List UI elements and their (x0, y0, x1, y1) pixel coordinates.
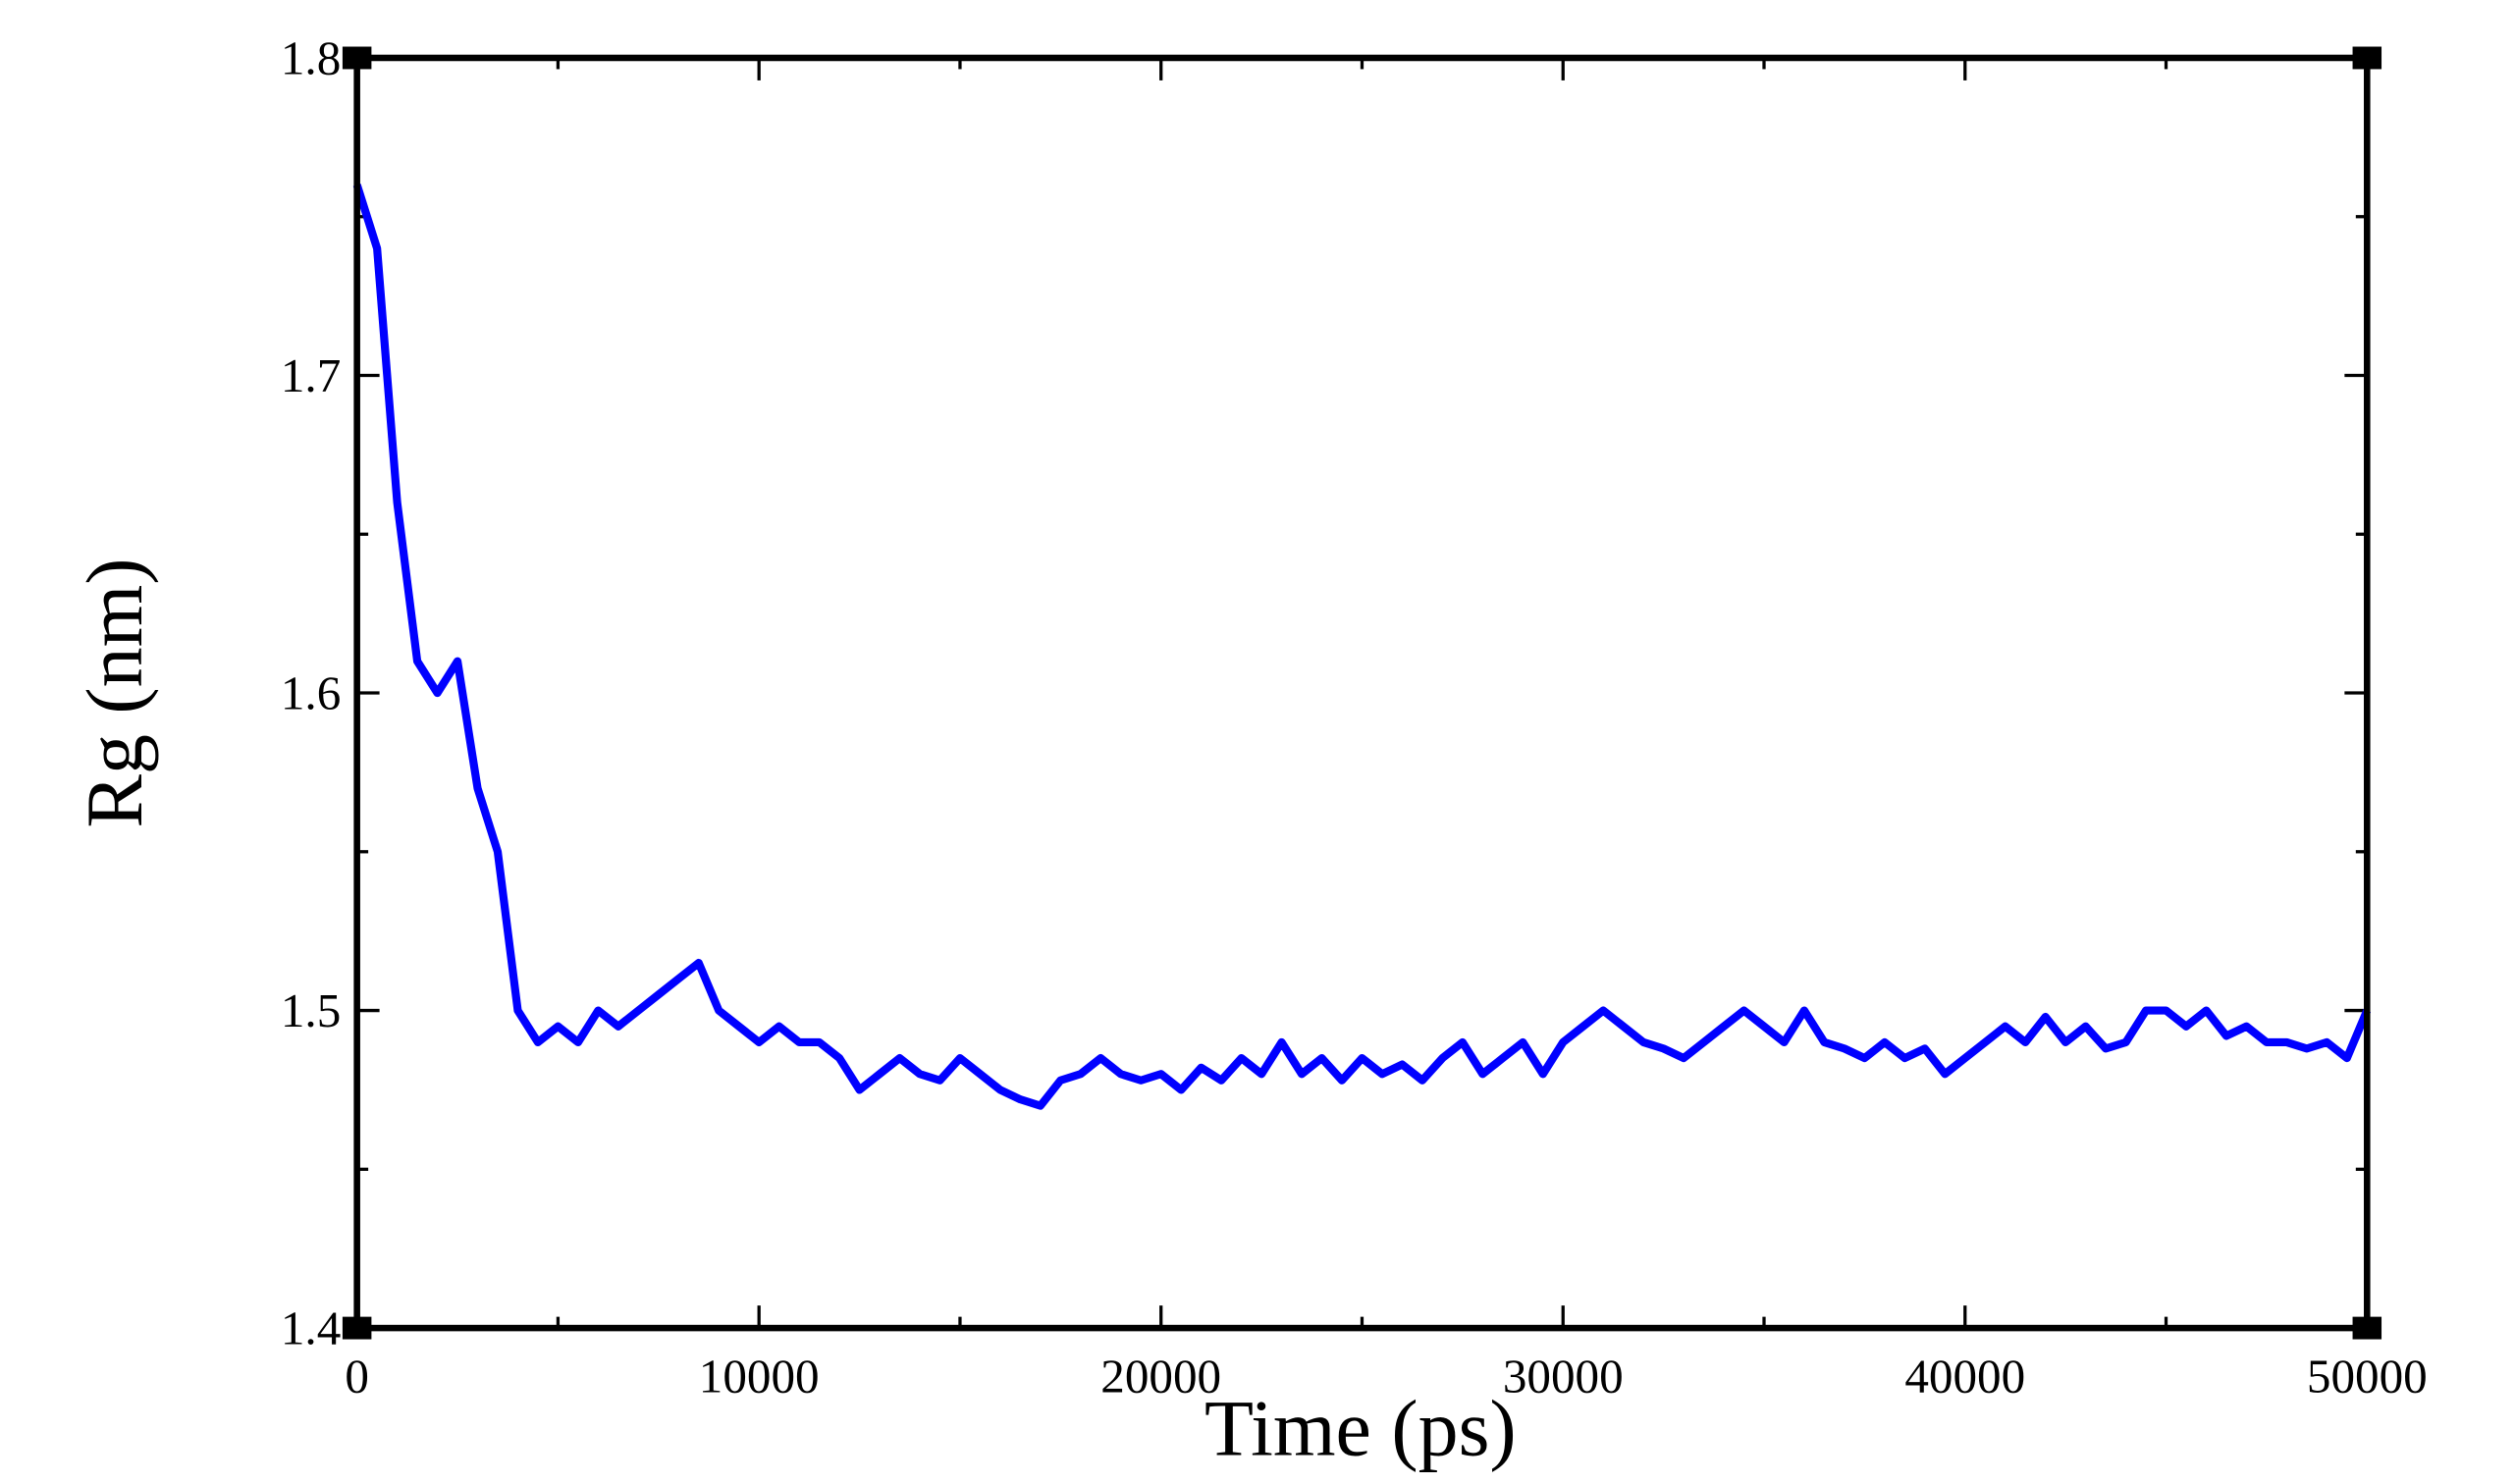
corner-mark (2352, 46, 2382, 70)
x-tick-label: 10000 (699, 1350, 820, 1404)
y-tick-label: 1.6 (281, 665, 341, 719)
corner-mark (2352, 1316, 2382, 1340)
y-tick-label: 1.7 (281, 348, 341, 402)
y-tick-label: 1.8 (281, 30, 341, 84)
corner-mark (342, 1316, 372, 1340)
x-tick-label: 40000 (1904, 1350, 2025, 1404)
x-axis-label: Time (ps) (1204, 1384, 1517, 1473)
corner-mark (342, 46, 372, 70)
plot-frame (353, 54, 2371, 1332)
x-tick-label: 20000 (1100, 1350, 1221, 1404)
y-tick-label: 1.5 (281, 983, 341, 1037)
data-line (352, 184, 2372, 1110)
y-tick-label: 1.4 (281, 1300, 341, 1354)
x-tick-label: 50000 (2307, 1350, 2428, 1404)
x-tick-label: 30000 (1503, 1350, 1624, 1404)
y-axis-label: Rg (nm) (70, 557, 159, 827)
x-tick-label: 0 (345, 1350, 369, 1404)
